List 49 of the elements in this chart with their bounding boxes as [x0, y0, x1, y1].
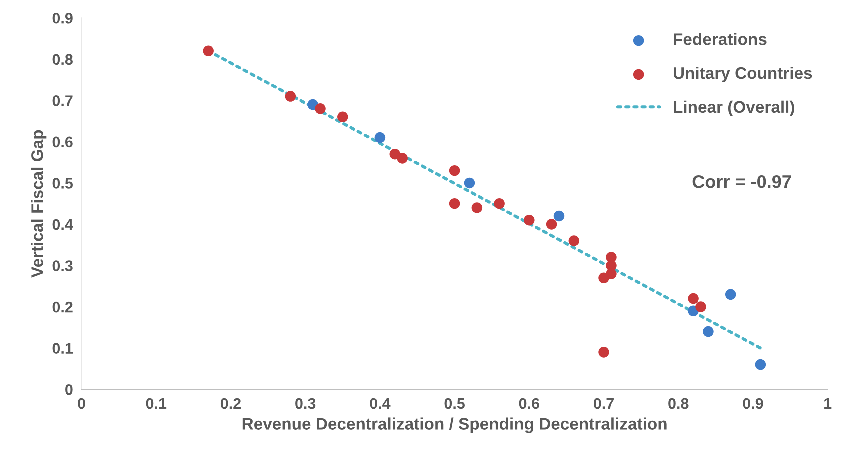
x-tick-label: 0.1	[146, 398, 167, 410]
y-tick-label: 0.5	[52, 178, 74, 189]
legend-label: Unitary Countries	[674, 66, 812, 83]
point	[725, 289, 736, 300]
point	[755, 359, 766, 370]
y-tick-label: 0	[66, 384, 73, 396]
point	[598, 347, 610, 358]
x-tick-label: 0.8	[668, 398, 689, 410]
x-axis-title: Revenue Decentralization / Spending Decentralization	[242, 418, 667, 434]
x-tick-label: 0.4	[370, 398, 391, 410]
point	[703, 326, 714, 338]
x-tick-label: 0.6	[519, 398, 540, 410]
point	[397, 153, 408, 164]
x-tick-label: 0.3	[296, 398, 316, 410]
point	[546, 219, 558, 230]
y-tick-label: 0.7	[52, 96, 73, 106]
x-tick-label: 0.2	[220, 398, 241, 410]
point	[472, 202, 483, 214]
y-tick-label: 0.4	[52, 219, 74, 230]
point	[494, 198, 505, 210]
annotation: Corr = -0.97	[692, 175, 792, 188]
y-tick-label: 0.1	[52, 343, 74, 354]
point	[449, 198, 460, 210]
legend-label: Linear (Overall)	[674, 100, 794, 116]
point	[374, 132, 386, 144]
legend-label: Federations	[674, 33, 767, 46]
y-tick-label: 0.2	[52, 302, 73, 313]
point	[524, 214, 535, 226]
y-tick-label: 0.6	[52, 136, 73, 148]
point	[449, 165, 460, 176]
point	[285, 91, 296, 102]
x-tick-label: 0.7	[594, 398, 614, 410]
point	[568, 236, 580, 246]
x-tick-label: 0.9	[743, 398, 764, 410]
point	[464, 178, 476, 189]
point	[598, 272, 610, 284]
x-tick-label: 0	[78, 398, 86, 410]
point	[688, 293, 699, 304]
y-tick-label: 0.3	[52, 260, 73, 272]
point	[696, 302, 706, 312]
x-tick-label: 1	[824, 398, 832, 409]
x-tick-label: 0.5	[444, 398, 465, 410]
point	[554, 210, 565, 222]
point	[338, 112, 348, 123]
point	[315, 104, 326, 114]
y-axis-title: Vertical Fiscal Gap	[31, 130, 47, 278]
point	[203, 46, 214, 57]
y-tick-label: 0.9	[52, 12, 73, 24]
y-tick-label: 0.8	[52, 54, 73, 66]
